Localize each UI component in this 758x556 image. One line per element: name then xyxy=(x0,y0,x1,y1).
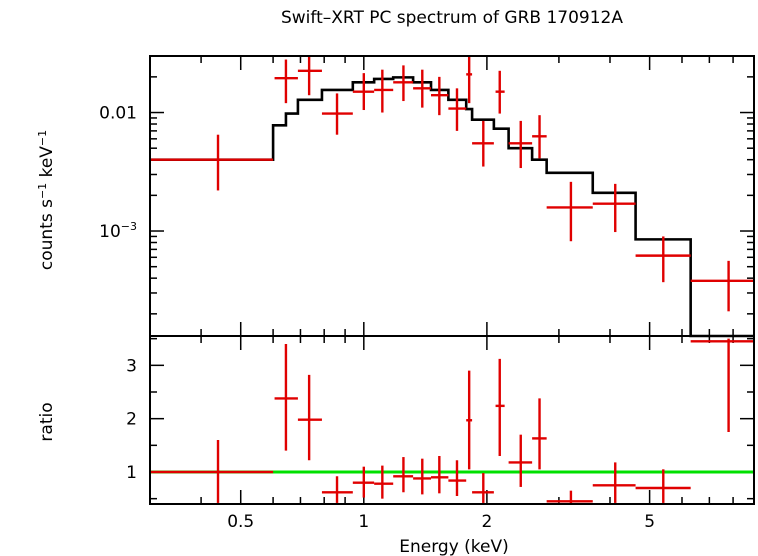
x-tick-label: 0.5 xyxy=(227,512,254,532)
top-data-point xyxy=(546,181,593,242)
bottom-data-point xyxy=(546,490,593,504)
bottom-data-point xyxy=(495,358,505,456)
bottom-data-point xyxy=(592,462,636,503)
top-data-point xyxy=(297,56,322,96)
top-data-point xyxy=(431,76,449,116)
bottom-data-point xyxy=(431,456,449,494)
bottom-data-point xyxy=(472,473,494,503)
top-data-point xyxy=(321,93,353,135)
bottom-data-point xyxy=(297,374,322,461)
bottom-data-point xyxy=(413,458,432,495)
top-data-point xyxy=(532,115,547,159)
bottom-data-point xyxy=(466,370,473,470)
top-data-point xyxy=(690,260,754,312)
top-data-point xyxy=(472,120,494,167)
top-data-point xyxy=(635,236,691,283)
top-ylabel-main: counts s xyxy=(37,199,57,270)
bottom-data-point xyxy=(352,466,375,498)
bottom-data-point xyxy=(635,469,691,503)
top-data-point xyxy=(150,134,274,191)
bottom-data-point xyxy=(321,476,353,503)
bottom-data-point xyxy=(532,398,547,470)
top-y-tick-label: 10−3 xyxy=(99,220,137,242)
top-data-point xyxy=(352,73,375,111)
top-panel-frame xyxy=(149,55,755,337)
top-data-point xyxy=(508,120,533,169)
bottom-data-point xyxy=(274,344,298,451)
bottom-data-point xyxy=(374,465,394,499)
top-ylabel-exp2: −1 xyxy=(36,130,49,146)
bottom-panel-frame xyxy=(149,335,755,505)
x-axis-label: Energy (keV) xyxy=(399,537,509,556)
chart-title: Swift–XRT PC spectrum of GRB 170912A xyxy=(281,8,623,28)
x-tick-label: 5 xyxy=(644,512,655,532)
bottom-y-tick-label: 2 xyxy=(126,410,137,430)
bottom-data-point xyxy=(393,457,414,493)
bottom-panel: 0.5 1 2 5 1 2 3 xyxy=(126,335,755,532)
bottom-data-point xyxy=(508,434,533,487)
top-data-point xyxy=(448,88,467,131)
bottom-data-point xyxy=(448,460,467,496)
top-ylabel: counts s−1 keV−1 xyxy=(36,130,57,270)
top-data-point xyxy=(495,70,505,114)
bottom-ylabel: ratio xyxy=(37,402,57,441)
top-data-point xyxy=(592,183,636,233)
x-tick-label: 2 xyxy=(481,512,492,532)
top-y-tick-label: 0.01 xyxy=(99,104,137,124)
x-tick-label: 1 xyxy=(358,512,369,532)
bottom-data-point xyxy=(150,440,274,503)
top-data-point xyxy=(274,59,298,104)
top-data-point xyxy=(413,69,432,108)
top-ylabel-exp1: −1 xyxy=(36,183,49,199)
bottom-y-tick-label: 3 xyxy=(126,356,137,376)
top-data-point xyxy=(466,56,473,104)
top-data-point xyxy=(393,65,414,102)
top-ylabel-mid: keV xyxy=(37,146,57,183)
model-step-line xyxy=(150,76,754,338)
bottom-data-point xyxy=(690,338,754,432)
top-panel: 0.01 10−3 xyxy=(99,55,755,338)
tick-label-base: 10 xyxy=(99,222,121,242)
top-data-point xyxy=(374,69,394,113)
bottom-y-tick-label: 1 xyxy=(126,463,137,483)
tick-label-exponent: −3 xyxy=(121,220,137,233)
